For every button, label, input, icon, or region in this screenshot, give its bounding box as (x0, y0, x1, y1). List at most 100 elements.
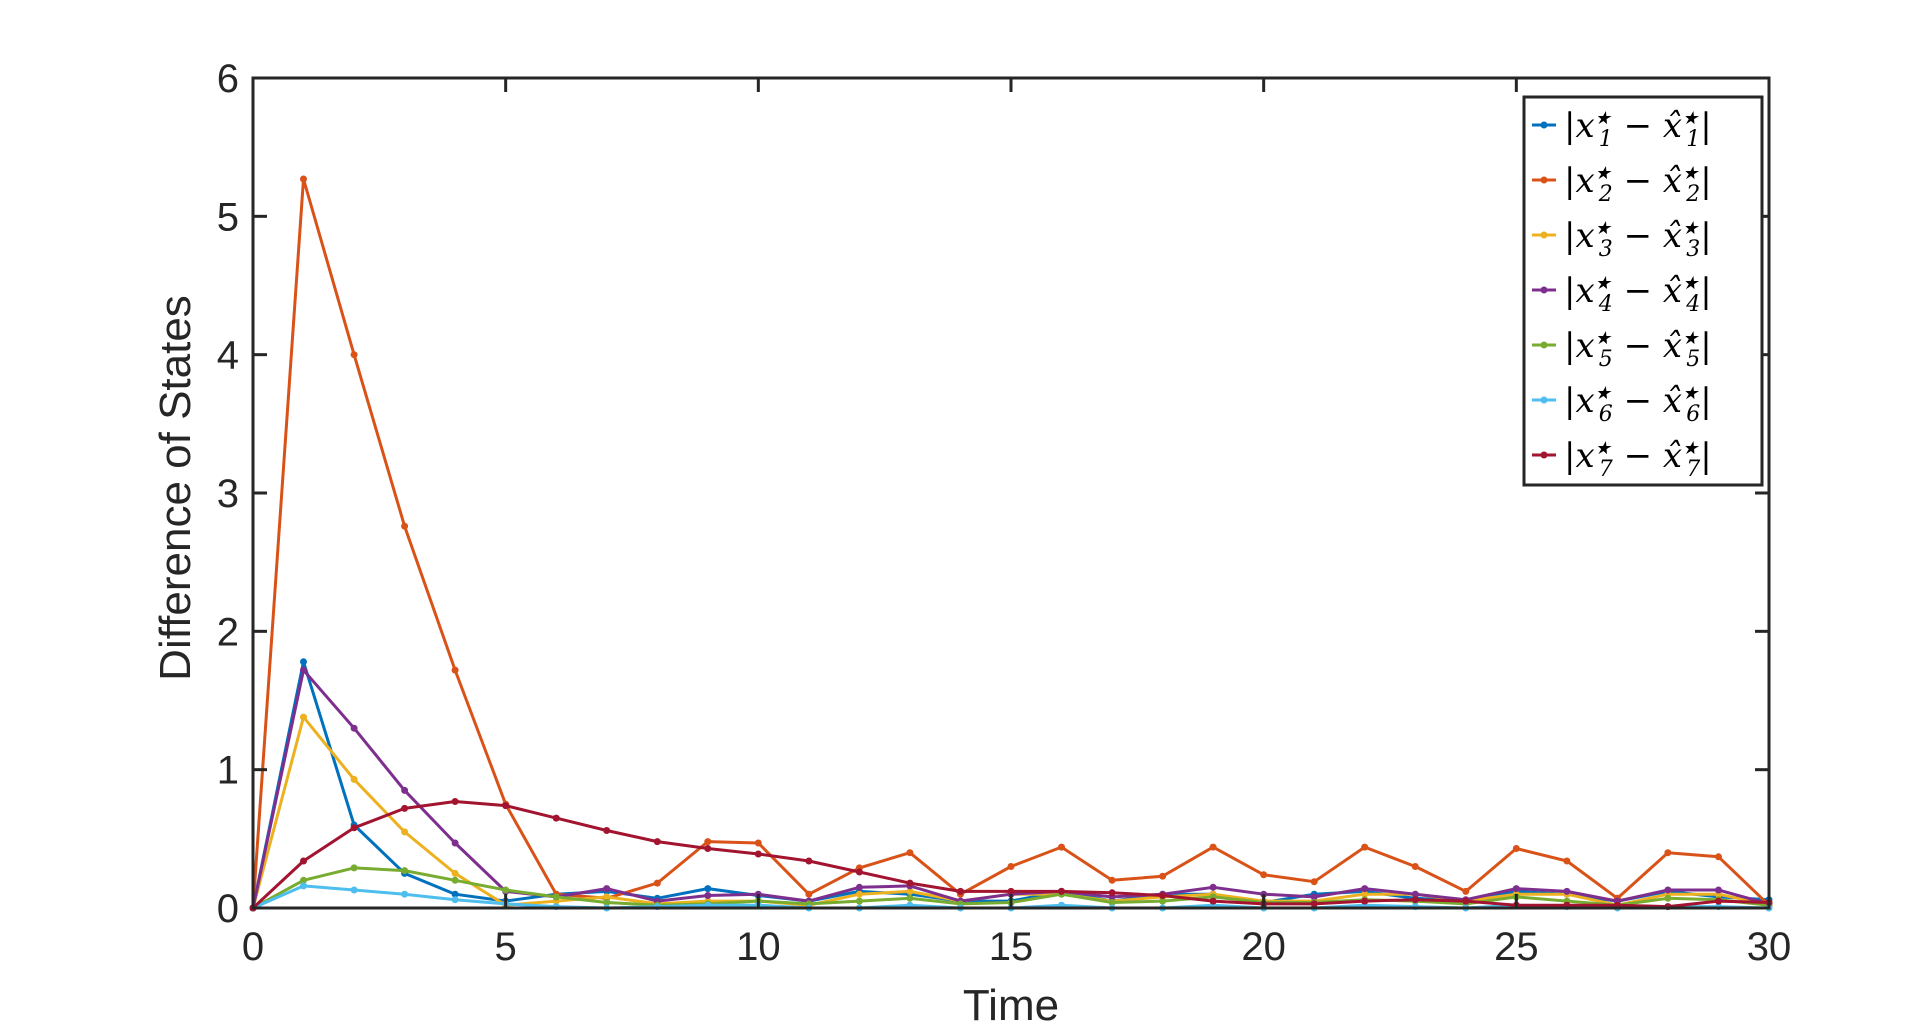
data-point (1411, 863, 1419, 870)
data-point (653, 879, 661, 887)
y-tick-label: 3 (217, 472, 239, 516)
data-point (1007, 887, 1015, 895)
data-point (704, 845, 712, 852)
data-point (1361, 843, 1369, 851)
data-point (1715, 853, 1722, 861)
data-point (1361, 885, 1369, 893)
data-point (350, 864, 358, 872)
data-point (451, 666, 459, 674)
y-tick-label: 1 (217, 749, 239, 793)
data-point (1361, 890, 1369, 898)
data-point (704, 892, 712, 899)
data-point (1209, 843, 1217, 851)
y-tick-label: 0 (217, 887, 239, 931)
y-tick-label: 2 (217, 610, 239, 654)
data-point (855, 883, 863, 891)
data-point (300, 713, 307, 721)
data-point (401, 828, 409, 836)
x-tick-label: 0 (242, 925, 264, 969)
data-point (401, 786, 409, 794)
x-tick-label: 30 (1747, 925, 1792, 969)
data-point (855, 890, 863, 898)
data-point (603, 827, 611, 834)
plot-area (253, 78, 1769, 908)
data-point (451, 798, 459, 805)
data-point (1512, 845, 1520, 852)
data-point (1209, 897, 1217, 905)
data-point (1310, 900, 1318, 908)
data-point (300, 857, 307, 865)
legend-marker (1540, 286, 1548, 294)
x-tick-label: 15 (989, 925, 1034, 969)
legend-label: |x★ 3 − x̂★ 3| (1564, 216, 1712, 262)
x-tick-label: 20 (1241, 925, 1286, 969)
data-point (350, 775, 358, 783)
data-point (1310, 893, 1318, 901)
legend-entry-5: |x★ 5 − x̂★ 5| (1532, 326, 1712, 372)
data-point (906, 887, 914, 895)
data-point (350, 886, 358, 894)
legend-marker (1540, 451, 1548, 459)
x-tick-label: 10 (736, 925, 781, 969)
data-point (1563, 857, 1571, 865)
legend-label: |x★ 6 − x̂★ 6| (1564, 381, 1712, 427)
data-point (401, 804, 409, 812)
data-point (1664, 894, 1672, 902)
data-point (1058, 843, 1065, 851)
tick-labels: 0 5 10 15 20 25 30 0 1 2 3 4 5 6 (217, 57, 1792, 969)
data-point (1462, 897, 1470, 905)
x-tick-label: 5 (495, 925, 517, 969)
data-point (1108, 876, 1116, 884)
data-point (603, 885, 611, 893)
legend-marker (1540, 231, 1548, 239)
data-point (451, 896, 459, 904)
data-point (1411, 896, 1419, 904)
data-point (401, 522, 409, 530)
data-point (1108, 899, 1116, 906)
data-point (1361, 897, 1369, 905)
data-point (451, 869, 459, 877)
legend-label: |x★ 5 − x̂★ 5| (1564, 326, 1712, 372)
data-point (805, 857, 813, 865)
data-point (350, 824, 358, 832)
y-tick-label: 4 (217, 334, 239, 378)
data-point (1715, 897, 1722, 905)
legend-label: |x★ 7 − x̂★ 7| (1564, 436, 1712, 482)
legend-entry-3: |x★ 3 − x̂★ 3| (1532, 216, 1712, 262)
data-point (1664, 886, 1672, 894)
data-point (300, 175, 307, 183)
legend-marker (1540, 396, 1548, 404)
data-point (1159, 897, 1167, 905)
data-point (1310, 878, 1318, 886)
data-point (906, 849, 914, 857)
plot-background (253, 78, 1769, 908)
x-tick-label: 25 (1494, 925, 1539, 969)
data-point (350, 724, 358, 732)
legend: |x★ 1 − x̂★ 1| |x★ 2 − x̂★ 2| |x★ 3 − x̂★ 3| |x★ 4… (1522, 95, 1764, 487)
data-point (855, 868, 863, 876)
legend-label: |x★ 4 − x̂★ 4| (1564, 271, 1712, 317)
data-point (957, 887, 964, 895)
data-point (350, 351, 358, 359)
data-point (704, 885, 712, 893)
y-axis-title: Difference of States (151, 295, 200, 681)
data-point (300, 876, 307, 884)
data-point (552, 814, 560, 822)
data-point (300, 658, 307, 666)
data-point (451, 890, 459, 898)
data-point (300, 882, 307, 890)
data-point (754, 850, 762, 858)
data-point (603, 899, 611, 906)
data-point (502, 886, 510, 894)
legend-box (1522, 95, 1764, 487)
data-point (906, 879, 914, 887)
data-point (451, 876, 459, 884)
data-point (653, 838, 661, 846)
legend-entry-7: |x★ 7 − x̂★ 7| (1532, 436, 1712, 482)
legend-marker (1540, 341, 1548, 349)
data-point (1007, 863, 1015, 870)
data-point (1108, 889, 1116, 897)
legend-label: |x★ 1 − x̂★ 1| (1564, 106, 1712, 152)
data-point (1411, 890, 1419, 898)
